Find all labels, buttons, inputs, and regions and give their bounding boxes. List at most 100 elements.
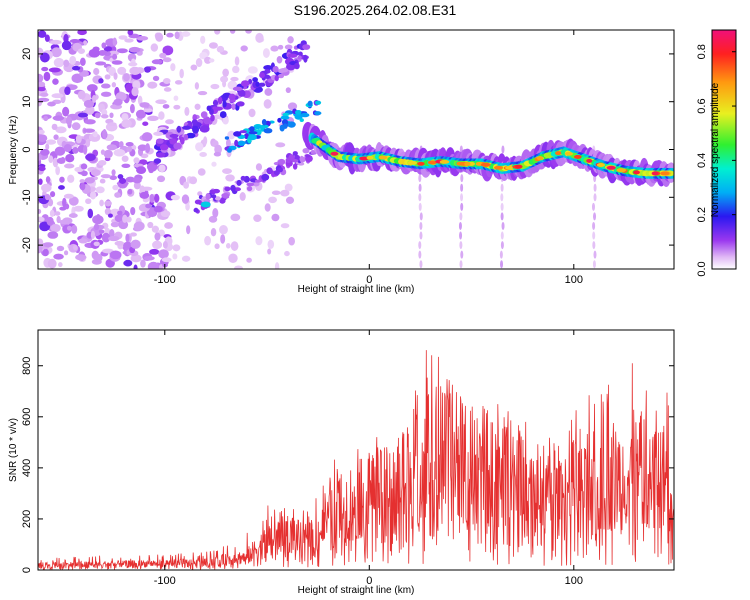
spectrogram-cell xyxy=(419,221,423,230)
spectrogram-cell xyxy=(101,83,111,89)
spectrogram-cell xyxy=(83,99,95,108)
spectrogram-cell xyxy=(260,124,269,129)
spectrogram-cell xyxy=(253,125,262,130)
colorbar-tick-label: 0.2 xyxy=(696,207,708,222)
spectrogram-cell xyxy=(126,216,132,223)
spectrogram-cell xyxy=(90,191,97,200)
spectrogram-cell xyxy=(190,64,198,71)
snr-y-tick-label: 800 xyxy=(21,357,33,375)
spectrogram-cell xyxy=(182,125,192,130)
spectrogram-cell xyxy=(262,48,270,58)
spectrogram-cell xyxy=(98,160,107,166)
spectrogram-cell xyxy=(228,253,238,264)
spectrogram-cell xyxy=(85,138,91,148)
spectrogram-cell xyxy=(249,126,255,132)
spectrogram-cell xyxy=(147,221,154,229)
spectrogram-cell xyxy=(459,241,463,250)
spectrogram-cell xyxy=(63,59,70,68)
spectrogram-cell xyxy=(162,104,170,109)
spectrogram-cell xyxy=(129,232,137,237)
spectrogram-cell xyxy=(231,103,236,110)
spectrogram-cell xyxy=(287,53,298,58)
spectrogram-cell xyxy=(248,131,258,135)
spectrogram-cell xyxy=(199,152,207,157)
spectrogram-cell xyxy=(280,189,290,197)
spectrogram-cell xyxy=(59,206,67,211)
spectrogram-cell xyxy=(130,103,135,114)
spectrogram-cell xyxy=(214,243,220,250)
spectrogram-cell xyxy=(109,175,118,181)
spectrogram-cell xyxy=(216,45,225,53)
spectrogram-cell xyxy=(233,131,242,137)
spectrogram-cell xyxy=(280,115,290,120)
spectrogram-cell xyxy=(230,241,239,251)
spectrogram-cell xyxy=(133,264,138,269)
spectrogram-cell xyxy=(154,193,160,203)
spectrogram-cell xyxy=(113,72,118,80)
spectrogram-cell xyxy=(185,132,196,139)
spectrogram-cell xyxy=(224,136,230,140)
spectrogram-cell xyxy=(212,208,219,218)
snr-x-tick-label: -100 xyxy=(154,575,176,587)
spectrogram-cell xyxy=(211,161,217,167)
spectrogram-cell xyxy=(261,173,270,181)
spectrogram-cell xyxy=(284,44,293,50)
spectrogram-cell xyxy=(54,211,61,216)
spectrogram-cell xyxy=(71,122,81,131)
spectrogram-cell xyxy=(494,165,504,170)
spectrogram-x-tick-label: 100 xyxy=(565,274,583,286)
spectrogram-cell xyxy=(221,193,230,198)
spectrogram-cell xyxy=(139,191,150,199)
spectrogram-cell xyxy=(138,159,148,166)
spectrogram-cell xyxy=(38,209,42,214)
spectrogram-cell xyxy=(237,89,246,97)
spectrogram-cell xyxy=(220,75,229,83)
spectrogram-cell xyxy=(459,260,463,269)
spectrogram-cell xyxy=(155,138,164,144)
spectrogram-cell xyxy=(219,111,227,119)
spectrogram-cell xyxy=(193,207,199,213)
spectrogram-cell xyxy=(83,40,88,46)
spectrogram-cell xyxy=(45,176,51,184)
spectrogram-cell xyxy=(51,93,64,99)
spectrogram-cell xyxy=(141,132,153,142)
spectrogram-cell xyxy=(85,198,92,205)
spectrogram-cell xyxy=(248,108,256,118)
spectrogram-cell xyxy=(43,115,49,121)
spectrogram-cell xyxy=(111,169,116,176)
spectrogram-cell xyxy=(159,144,169,151)
spectrogram-cell xyxy=(195,58,203,68)
snr-y-tick-label: 600 xyxy=(21,408,33,426)
spectrogram-cell xyxy=(302,147,310,154)
spectrogram-cell xyxy=(75,134,82,144)
spectrogram-cell xyxy=(230,76,239,82)
spectrogram-cell xyxy=(230,213,241,222)
spectrogram-cell xyxy=(276,56,283,64)
spectrogram-cell xyxy=(151,225,160,233)
spectrogram-cell xyxy=(419,231,423,240)
spectrogram-cell xyxy=(158,111,165,120)
spectrogram-cell xyxy=(284,250,290,257)
spectrogram-cell xyxy=(499,250,503,259)
spectrogram-cell xyxy=(53,57,65,68)
spectrogram-cell xyxy=(225,138,231,148)
spectrogram-cell xyxy=(192,125,200,134)
spectrogram-cell xyxy=(500,193,504,202)
spectrogram-cell xyxy=(90,169,101,177)
spectrogram-cell xyxy=(197,191,203,197)
spectrogram-cell xyxy=(596,162,606,167)
spectrogram-cell xyxy=(174,80,183,85)
spectrogram-cell xyxy=(274,75,279,82)
spectrogram-cell xyxy=(203,136,208,146)
spectrogram-cell xyxy=(108,122,117,127)
spectrogram-cell xyxy=(593,193,597,202)
spectrogram-cell xyxy=(110,221,120,228)
spectrogram-cell xyxy=(85,153,96,161)
spectrogram-cell xyxy=(54,146,66,156)
spectrogram-cell xyxy=(279,124,285,132)
colorbar: 0.0 0.2 0.4 0.6 0.8 Normalized spectral ampl… xyxy=(696,29,737,277)
spectrogram-cell xyxy=(586,158,593,163)
spectrogram-cell xyxy=(107,213,113,218)
spectrogram-cell xyxy=(273,170,280,176)
spectrogram-cell xyxy=(214,196,221,201)
